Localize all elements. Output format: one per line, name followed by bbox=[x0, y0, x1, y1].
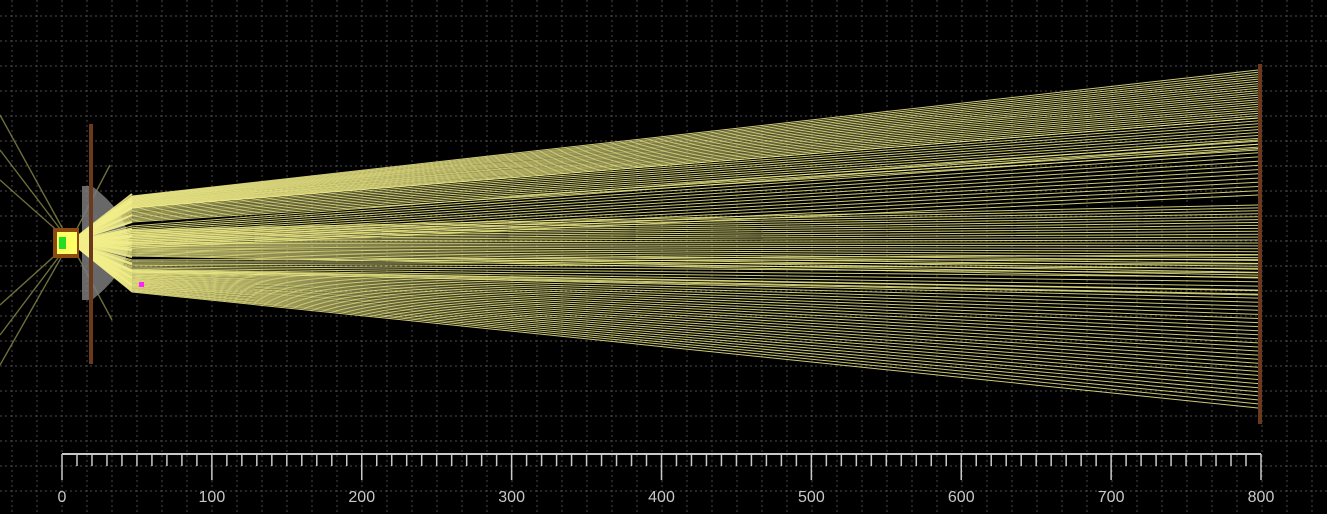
light-ray bbox=[69, 228, 133, 243]
light-ray bbox=[69, 241, 133, 265]
ruler-label: 200 bbox=[348, 489, 375, 506]
light-ray bbox=[69, 207, 133, 243]
stray-ray bbox=[0, 114, 71, 243]
ruler-label: 400 bbox=[648, 489, 675, 506]
light-ray bbox=[69, 241, 133, 251]
light-ray bbox=[69, 241, 133, 272]
ruler-label: 100 bbox=[199, 489, 226, 506]
light-ray bbox=[69, 235, 133, 243]
ruler-label: 800 bbox=[1248, 489, 1275, 506]
ruler-label: 600 bbox=[948, 489, 975, 506]
ruler-ticks bbox=[61, 453, 1262, 480]
ruler-labels: 0 100 200 300 400 500 600 700 800 bbox=[58, 489, 1275, 506]
light-ray bbox=[69, 241, 133, 258]
ruler: 0 100 200 300 400 500 600 700 800 bbox=[58, 453, 1275, 506]
blockers bbox=[89, 64, 1262, 424]
stray-ray bbox=[0, 149, 71, 243]
observer-marker[interactable] bbox=[139, 282, 144, 287]
marker-dot bbox=[139, 282, 144, 287]
ruler-label: 500 bbox=[798, 489, 825, 506]
light-ray bbox=[69, 241, 133, 244]
led-die bbox=[59, 237, 66, 249]
led-light-source[interactable] bbox=[53, 228, 79, 258]
ruler-label: 700 bbox=[1098, 489, 1125, 506]
ruler-label: 300 bbox=[498, 489, 525, 506]
light-ray bbox=[69, 200, 133, 243]
light-ray bbox=[69, 221, 133, 243]
stray-ray bbox=[0, 241, 71, 366]
light-ray bbox=[69, 214, 133, 243]
light-ray bbox=[69, 241, 133, 286]
ruler-label: 0 bbox=[58, 489, 67, 506]
